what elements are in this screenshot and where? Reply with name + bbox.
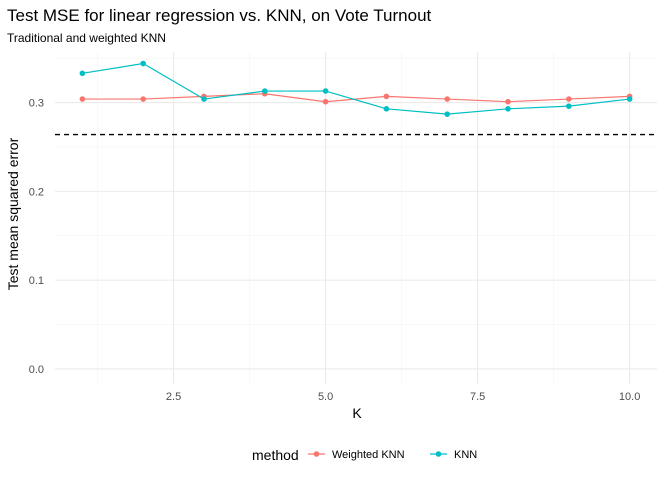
legend-label: KNN bbox=[454, 449, 477, 461]
y-tick-label: 0.1 bbox=[29, 275, 44, 287]
y-axis-title: Test mean squared error bbox=[5, 137, 21, 290]
x-tick-label: 7.5 bbox=[470, 391, 485, 403]
data-point bbox=[626, 96, 633, 102]
data-point bbox=[201, 96, 207, 102]
legend-label: Weighted KNN bbox=[332, 449, 405, 461]
data-point bbox=[140, 96, 146, 102]
data-point bbox=[322, 88, 329, 94]
data-point bbox=[383, 106, 390, 112]
legend-items: Weighted KNN KNN bbox=[308, 449, 477, 461]
data-point bbox=[444, 111, 451, 117]
y-tick-label: 0.2 bbox=[29, 186, 44, 198]
data-point bbox=[444, 96, 451, 102]
y-axis: 0.0 0.1 0.2 0.3 bbox=[29, 98, 44, 376]
legend: method Weighted KNN KNN bbox=[252, 447, 477, 463]
series-group bbox=[79, 60, 633, 117]
x-tick-label: 5.0 bbox=[318, 391, 333, 403]
grid bbox=[55, 52, 657, 384]
data-point bbox=[140, 60, 146, 67]
y-tick-label: 0.3 bbox=[29, 98, 44, 110]
data-point bbox=[505, 98, 511, 105]
x-axis-title: K bbox=[352, 405, 362, 421]
y-tick-label: 0.0 bbox=[29, 364, 44, 376]
series-line bbox=[82, 62, 630, 115]
data-point bbox=[322, 98, 329, 105]
x-tick-label: 10.0 bbox=[619, 391, 640, 403]
legend-title: method bbox=[252, 447, 299, 463]
x-axis: 2.5 5.0 7.5 10.0 bbox=[166, 391, 640, 403]
data-point bbox=[566, 103, 572, 109]
chart-title: Test MSE for linear regression vs. KNN, … bbox=[7, 6, 432, 25]
legend-key-point bbox=[435, 451, 442, 457]
data-point bbox=[505, 106, 511, 112]
series-line bbox=[82, 93, 630, 103]
data-point bbox=[79, 96, 86, 102]
data-point bbox=[79, 70, 86, 77]
x-tick-label: 2.5 bbox=[166, 391, 181, 403]
chart-subtitle: Traditional and weighted KNN bbox=[7, 31, 166, 45]
data-point bbox=[261, 88, 268, 94]
data-point bbox=[383, 93, 390, 100]
legend-key-point bbox=[313, 451, 320, 457]
data-point bbox=[566, 96, 572, 102]
